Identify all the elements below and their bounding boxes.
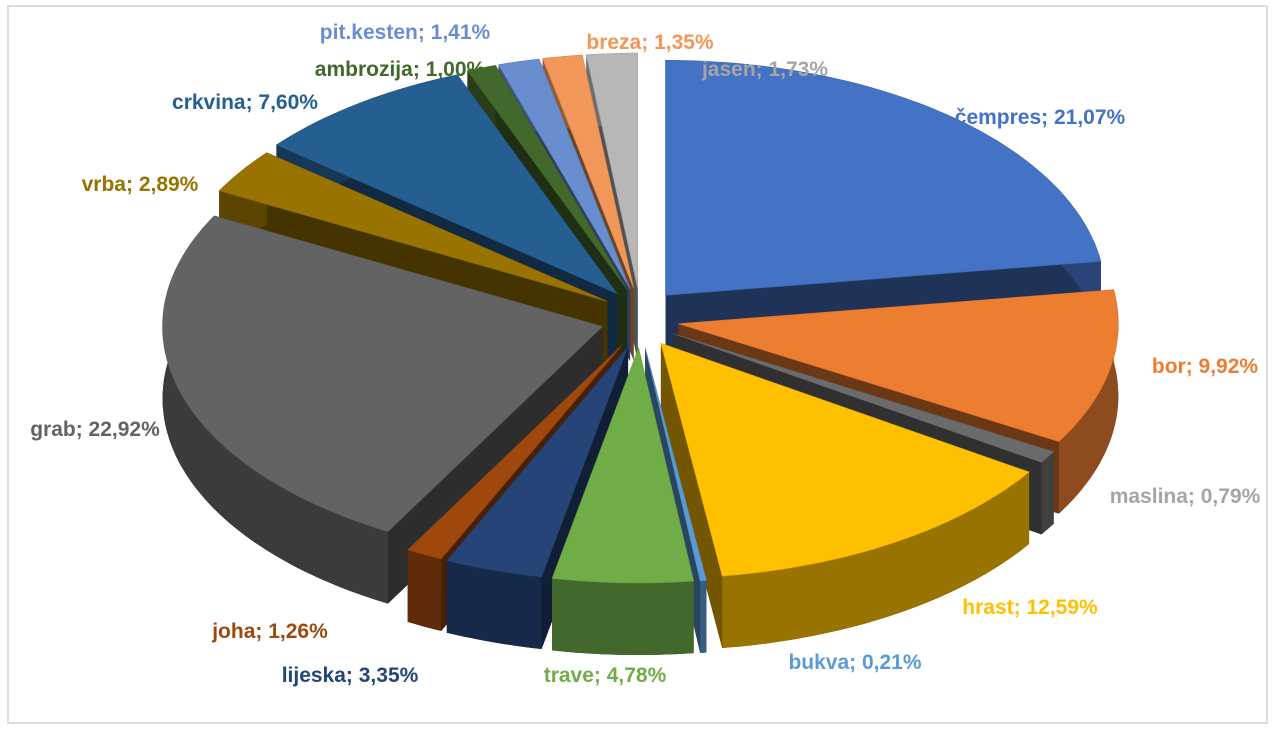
label-separator: ; — [246, 91, 259, 114]
label-category: hrast — [962, 596, 1013, 619]
label-value: 21,07% — [1054, 106, 1126, 129]
slice — [660, 342, 1030, 648]
slice-top — [466, 65, 628, 290]
label-value: 3,35% — [359, 664, 419, 687]
slice-top — [585, 52, 638, 289]
slice-top — [498, 58, 631, 290]
slice-top — [665, 60, 1102, 296]
label-category: bor — [1152, 355, 1186, 378]
data-label: lijeska; 3,35% — [282, 664, 419, 687]
data-label: grab; 22,92% — [30, 418, 160, 441]
slice — [162, 215, 604, 604]
slice-top — [275, 74, 618, 295]
data-label: hrast; 12,59% — [962, 596, 1098, 619]
data-label: trave; 4,78% — [544, 664, 667, 687]
slice-top — [660, 342, 1030, 577]
label-category: vrba — [82, 173, 127, 196]
label-value: 1,00% — [426, 58, 486, 81]
label-value: 9,92% — [1199, 355, 1259, 378]
data-label: maslina; 0,79% — [1110, 485, 1261, 508]
slice-side — [1041, 451, 1054, 535]
label-separator: ; — [594, 664, 607, 687]
label-separator: ; — [418, 21, 431, 44]
data-label: vrba; 2,89% — [82, 173, 199, 196]
label-value: 22,92% — [89, 418, 161, 441]
slice-top — [673, 333, 1055, 463]
label-separator: ; — [641, 31, 654, 54]
label-value: 1,41% — [431, 21, 491, 44]
slice-side — [446, 560, 542, 649]
label-separator: ; — [1041, 106, 1054, 129]
label-category: maslina — [1110, 485, 1189, 508]
data-label: jasen; 1,73% — [701, 58, 828, 81]
slice-top — [551, 346, 695, 584]
label-category: lijeska — [282, 664, 347, 687]
label-value: 2,89% — [139, 173, 199, 196]
slice-top — [218, 152, 608, 302]
label-separator: ; — [413, 58, 426, 81]
label-category: crkvina — [172, 91, 246, 114]
label-value: 7,60% — [258, 91, 318, 114]
slice-top — [644, 347, 707, 582]
label-separator: ; — [255, 620, 268, 643]
label-separator: ; — [1014, 596, 1027, 619]
label-separator: ; — [1186, 355, 1199, 378]
label-category: grab — [30, 418, 76, 441]
label-value: 1,35% — [654, 31, 714, 54]
label-category: trave — [544, 664, 594, 687]
label-separator: ; — [346, 664, 359, 687]
label-value: 1,26% — [268, 620, 328, 643]
data-label: bor; 9,92% — [1152, 355, 1259, 378]
label-category: bukva — [788, 651, 849, 674]
slice — [551, 346, 695, 655]
label-value: 12,59% — [1026, 596, 1098, 619]
slice-top — [446, 346, 629, 578]
data-label: crkvina; 7,60% — [172, 91, 318, 114]
label-value: 4,78% — [607, 664, 667, 687]
slice-side — [162, 215, 388, 604]
label-separator: ; — [849, 651, 862, 674]
data-label: ambrozija; 1,00% — [315, 58, 486, 81]
slice-top — [162, 215, 604, 532]
slice-top — [407, 344, 623, 560]
label-separator: ; — [76, 418, 89, 441]
label-value: 0,21% — [862, 651, 922, 674]
label-separator: ; — [126, 173, 139, 196]
label-category: ambrozija — [315, 58, 413, 81]
slice-side — [407, 549, 442, 631]
slice-side — [700, 580, 707, 653]
label-category: jasen — [701, 58, 756, 81]
label-separator: ; — [756, 58, 769, 81]
label-category: breza — [586, 31, 641, 54]
data-label: breza; 1,35% — [586, 31, 714, 54]
slice-wall — [660, 343, 723, 648]
slice-side — [552, 578, 694, 655]
slice-side — [1058, 289, 1119, 514]
label-category: čempres — [955, 106, 1041, 129]
data-label: čempres; 21,07% — [955, 106, 1126, 129]
label-value: 1,73% — [768, 58, 828, 81]
label-separator: ; — [1188, 485, 1201, 508]
label-category: joha — [211, 620, 255, 643]
slice-top — [678, 289, 1119, 442]
label-value: 0,79% — [1201, 485, 1261, 508]
label-category: pit.kesten — [320, 21, 418, 44]
data-label: bukva; 0,21% — [788, 651, 921, 674]
data-label: pit.kesten; 1,41% — [320, 21, 491, 44]
data-label: joha; 1,26% — [211, 620, 328, 643]
slice-top — [542, 54, 634, 289]
slice-side — [722, 472, 1030, 648]
